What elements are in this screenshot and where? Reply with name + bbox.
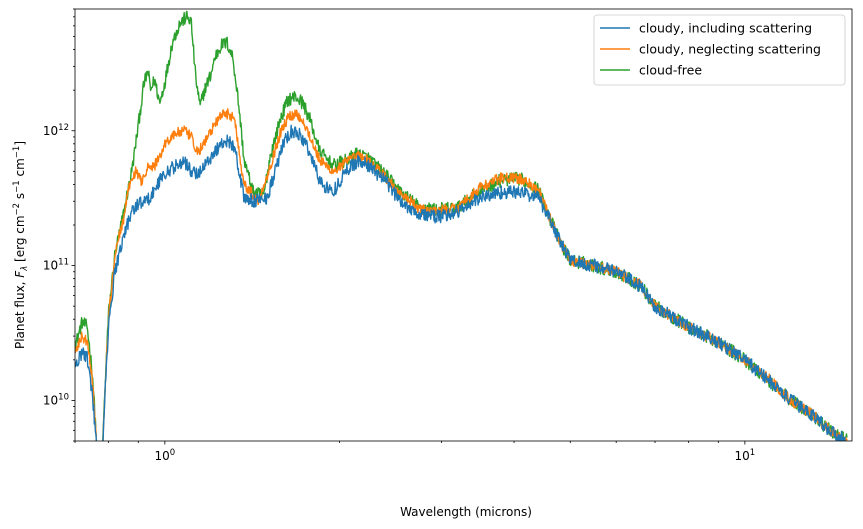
y-axis: 1010 1011 1012 — [43, 8, 75, 442]
x-axis: 100 101 — [74, 441, 756, 463]
x-tick-label: 101 — [735, 448, 756, 463]
legend: cloudy, including scattering cloudy, negl… — [593, 14, 846, 86]
legend-label: cloudy, neglecting scattering — [639, 42, 821, 57]
legend-label: cloud-free — [639, 63, 702, 78]
y-tick-label: 1012 — [43, 123, 69, 138]
x-tick-label: 100 — [154, 448, 175, 463]
x-axis-label: Wavelength (microns) — [400, 505, 532, 519]
legend-box — [593, 14, 846, 86]
y-tick-label: 1010 — [43, 392, 69, 407]
y-tick-label: 1011 — [43, 258, 69, 273]
y-axis-label: Planet flux, Fλ [erg cm−2 s−1 cm−1] — [12, 141, 30, 349]
series-line-cloudy-including-scattering — [75, 124, 846, 441]
series-layer — [75, 10, 848, 441]
legend-label: cloudy, including scattering — [639, 21, 812, 36]
